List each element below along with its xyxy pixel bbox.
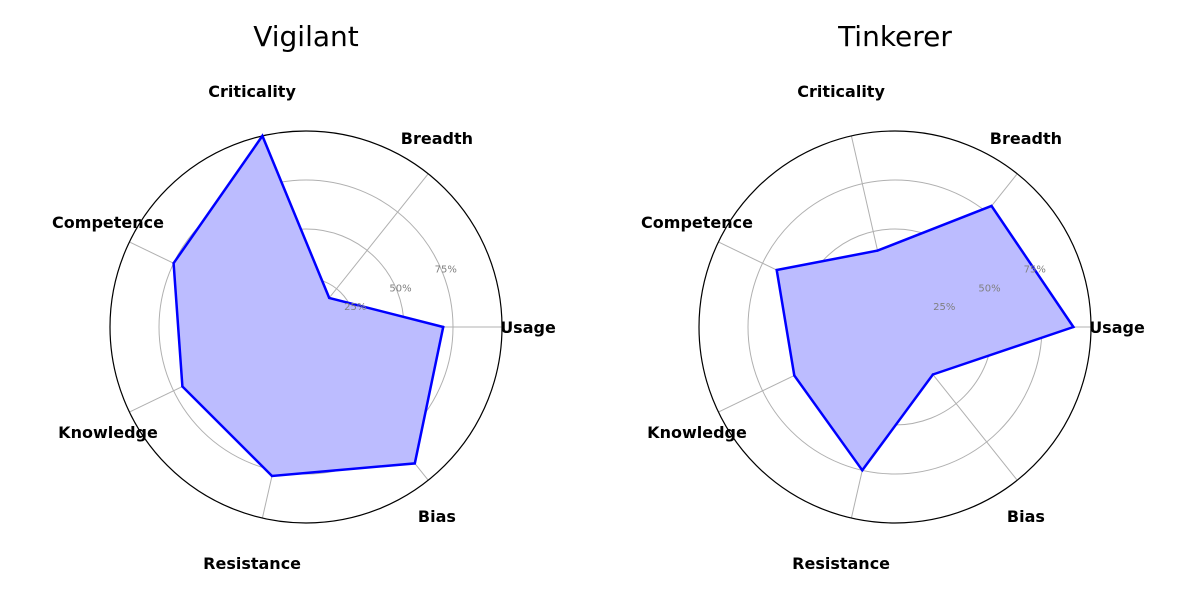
- data-point-knowledge: [181, 385, 184, 388]
- data-point-criticality: [876, 249, 879, 252]
- radar-chart-vigilant: Vigilant 25% 50% 75% Usage Breadth Criticalit…: [52, 20, 556, 573]
- data-point-resistance: [861, 469, 864, 472]
- category-label-knowledge: Knowledge: [647, 423, 747, 442]
- category-label-breadth: Breadth: [401, 129, 473, 148]
- category-label-resistance: Resistance: [203, 554, 301, 573]
- data-point-competence: [172, 262, 175, 265]
- data-point-resistance: [270, 474, 274, 478]
- category-label-bias: Bias: [1007, 507, 1045, 526]
- data-point-competence: [775, 268, 778, 272]
- radial-tick-label: 25%: [344, 302, 366, 313]
- data-point-usage: [442, 325, 445, 329]
- data-polygon: [775, 204, 1076, 473]
- radial-tick-label: 50%: [978, 284, 1000, 295]
- outer-frame: [698, 130, 1092, 524]
- category-label-bias: Bias: [418, 507, 456, 526]
- data-point-breadth: [328, 296, 331, 300]
- data-point-usage: [1072, 325, 1075, 329]
- radial-tick-label: 25%: [933, 302, 955, 313]
- category-label-criticality: Criticality: [208, 82, 296, 101]
- category-label-competence: Competence: [52, 213, 164, 232]
- category-label-breadth: Breadth: [990, 129, 1062, 148]
- category-label-usage: Usage: [500, 318, 556, 337]
- category-label-knowledge: Knowledge: [58, 423, 158, 442]
- data-point-criticality: [261, 134, 264, 138]
- radial-tick-label: 50%: [389, 284, 411, 295]
- chart-title: Vigilant: [253, 20, 359, 53]
- data-point-knowledge: [793, 374, 796, 377]
- category-label-criticality: Criticality: [797, 82, 885, 101]
- category-label-competence: Competence: [641, 213, 753, 232]
- outer-frame: [109, 130, 503, 524]
- data-point-bias: [931, 373, 935, 376]
- data-point-breadth: [990, 204, 993, 208]
- chart-title: Tinkerer: [837, 20, 952, 53]
- data-point-bias: [413, 462, 416, 465]
- radial-tick-label: 75%: [435, 265, 457, 276]
- radar-chart-tinkerer: Tinkerer 25% 50% 75% Usage Breadth Criticalit…: [641, 20, 1145, 573]
- category-label-usage: Usage: [1089, 318, 1145, 337]
- category-label-resistance: Resistance: [792, 554, 890, 573]
- data-polygon: [172, 133, 445, 478]
- radial-tick-label: 75%: [1024, 265, 1046, 276]
